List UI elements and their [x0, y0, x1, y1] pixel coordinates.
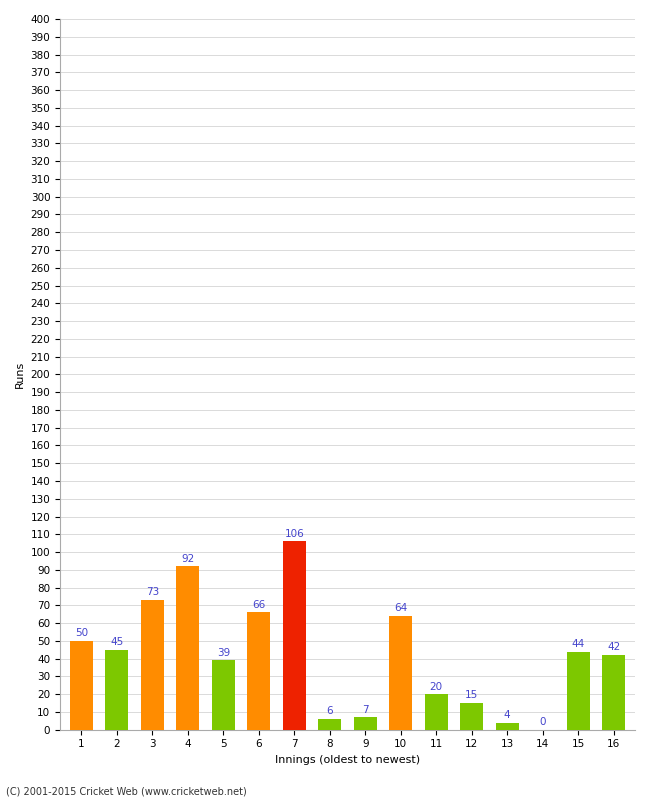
- Bar: [567, 651, 590, 730]
- Bar: [141, 600, 164, 730]
- Bar: [496, 722, 519, 730]
- Text: 73: 73: [146, 587, 159, 598]
- Bar: [602, 655, 625, 730]
- Text: 66: 66: [252, 600, 265, 610]
- Text: 45: 45: [111, 637, 124, 647]
- Text: 0: 0: [540, 717, 546, 727]
- Text: 44: 44: [571, 639, 585, 649]
- Bar: [176, 566, 200, 730]
- Text: 4: 4: [504, 710, 510, 720]
- Text: 92: 92: [181, 554, 194, 563]
- Text: 20: 20: [430, 682, 443, 691]
- Text: 64: 64: [394, 603, 408, 614]
- Bar: [318, 719, 341, 730]
- Bar: [460, 703, 483, 730]
- Text: 39: 39: [216, 648, 230, 658]
- X-axis label: Innings (oldest to newest): Innings (oldest to newest): [275, 755, 420, 765]
- Text: 15: 15: [465, 690, 478, 701]
- Bar: [389, 616, 412, 730]
- Bar: [105, 650, 128, 730]
- Bar: [212, 661, 235, 730]
- Y-axis label: Runs: Runs: [15, 361, 25, 388]
- Bar: [283, 542, 306, 730]
- Bar: [70, 641, 93, 730]
- Text: 7: 7: [362, 705, 369, 714]
- Bar: [424, 694, 448, 730]
- Text: 106: 106: [285, 529, 304, 538]
- Bar: [247, 613, 270, 730]
- Text: 42: 42: [607, 642, 620, 653]
- Bar: [354, 718, 377, 730]
- Text: 50: 50: [75, 628, 88, 638]
- Text: (C) 2001-2015 Cricket Web (www.cricketweb.net): (C) 2001-2015 Cricket Web (www.cricketwe…: [6, 786, 247, 796]
- Text: 6: 6: [326, 706, 333, 716]
